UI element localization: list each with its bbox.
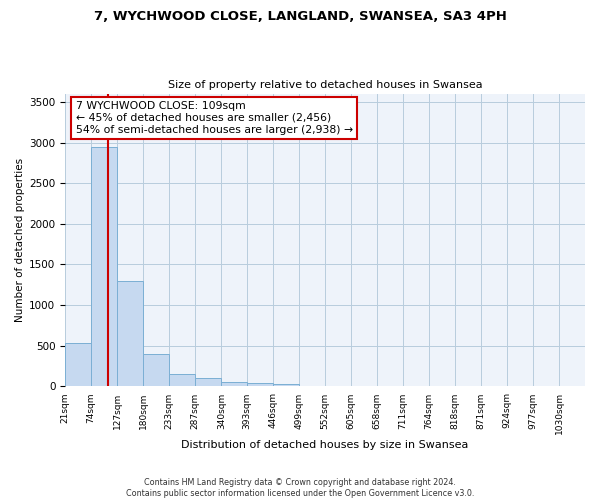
Bar: [117, 280, 143, 386]
Y-axis label: Number of detached properties: Number of detached properties: [15, 158, 25, 322]
Text: Contains HM Land Registry data © Crown copyright and database right 2024.
Contai: Contains HM Land Registry data © Crown c…: [126, 478, 474, 498]
Title: Size of property relative to detached houses in Swansea: Size of property relative to detached ho…: [168, 80, 482, 90]
Bar: [247, 383, 273, 386]
Bar: [196, 378, 221, 386]
X-axis label: Distribution of detached houses by size in Swansea: Distribution of detached houses by size …: [181, 440, 469, 450]
Bar: [65, 343, 91, 386]
Bar: [273, 384, 299, 386]
Bar: [143, 354, 169, 386]
Text: 7, WYCHWOOD CLOSE, LANGLAND, SWANSEA, SA3 4PH: 7, WYCHWOOD CLOSE, LANGLAND, SWANSEA, SA…: [94, 10, 506, 23]
Text: 7 WYCHWOOD CLOSE: 109sqm
← 45% of detached houses are smaller (2,456)
54% of sem: 7 WYCHWOOD CLOSE: 109sqm ← 45% of detach…: [76, 102, 353, 134]
Bar: [91, 147, 117, 386]
Bar: [169, 374, 195, 386]
Bar: [221, 382, 247, 386]
